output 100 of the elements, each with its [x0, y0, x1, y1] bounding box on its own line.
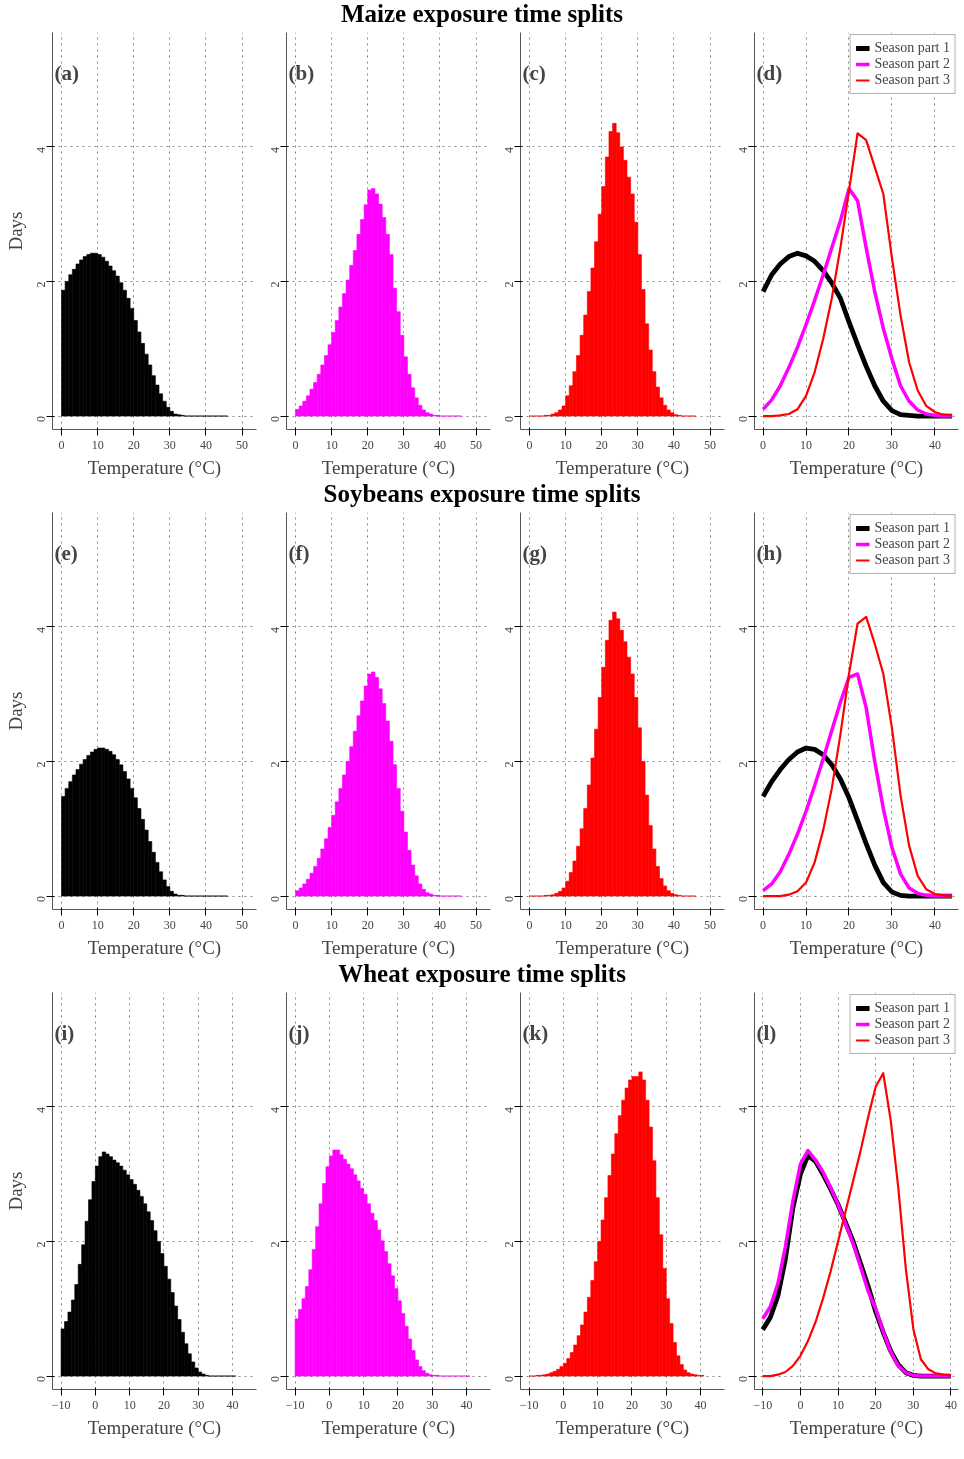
legend-label: Season part 2	[874, 536, 950, 552]
x-tick-label: −10	[285, 1397, 305, 1412]
x-tick-label: 40	[928, 437, 941, 452]
x-tick-label: 40	[199, 917, 212, 932]
x-tick-label: 30	[397, 917, 410, 932]
x-tick-label: 50	[704, 437, 717, 452]
y-tick-label: 0	[268, 896, 283, 903]
annotation: (a)	[54, 60, 79, 85]
y-tick-label: 0	[736, 896, 751, 903]
x-tick-label: 40	[199, 437, 212, 452]
y-tick-label: 4	[502, 146, 517, 153]
y-tick-label: 2	[502, 281, 517, 288]
x-tick-label: 0	[526, 437, 533, 452]
x-tick-label: 0	[292, 437, 299, 452]
x-tick-label: 20	[391, 1397, 404, 1412]
x-tick-label: 10	[357, 1397, 370, 1412]
x-tick-label: 20	[595, 917, 608, 932]
x-tick-label: 40	[928, 917, 941, 932]
x-tick-label: 10	[559, 917, 572, 932]
chart-title: Maize exposure time splits	[340, 0, 624, 28]
y-tick-label: 4	[34, 1106, 49, 1113]
x-tick-label: −10	[519, 1397, 539, 1412]
annotation: (d)	[756, 60, 783, 85]
x-tick-label: 30	[907, 1397, 920, 1412]
x-axis-title: Temperature (°C)	[555, 936, 690, 959]
x-axis-title: Temperature (°C)	[321, 1416, 456, 1439]
x-axis-title: Temperature (°C)	[555, 456, 690, 479]
x-tick-label: 10	[800, 437, 813, 452]
y-tick-label: 2	[268, 761, 283, 768]
annotation: (b)	[288, 60, 315, 85]
x-tick-label: 0	[797, 1397, 804, 1412]
y-tick-label: 0	[736, 416, 751, 423]
chart-title: Soybeans exposure time splits	[323, 480, 641, 508]
x-tick-label: 0	[92, 1397, 99, 1412]
annotation: (i)	[54, 1020, 75, 1045]
y-tick-label: 4	[34, 146, 49, 153]
x-tick-label: 20	[625, 1397, 638, 1412]
x-tick-label: 0	[760, 437, 767, 452]
x-axis-title: Temperature (°C)	[789, 936, 924, 959]
legend-label: Season part 3	[874, 1032, 950, 1048]
x-tick-label: 10	[123, 1397, 136, 1412]
y-tick-label: 4	[502, 626, 517, 633]
x-tick-label: 10	[832, 1397, 845, 1412]
legend-label: Season part 2	[874, 56, 950, 72]
legend-label: Season part 1	[874, 1000, 950, 1016]
x-tick-label: 30	[631, 437, 644, 452]
y-tick-label: 4	[736, 626, 751, 633]
x-tick-label: 0	[326, 1397, 333, 1412]
x-tick-label: 40	[944, 1397, 957, 1412]
x-tick-label: 40	[226, 1397, 239, 1412]
annotation: (k)	[522, 1020, 549, 1045]
legend-label: Season part 1	[874, 520, 950, 536]
x-tick-label: 20	[361, 917, 374, 932]
annotation: (f)	[288, 540, 310, 565]
y-tick-label: 0	[268, 416, 283, 423]
x-tick-label: 20	[842, 437, 855, 452]
y-tick-label: 4	[268, 146, 283, 153]
y-tick-label: 0	[34, 896, 49, 903]
annotation: (h)	[756, 540, 783, 565]
x-tick-label: 50	[236, 437, 249, 452]
annotation: (j)	[288, 1020, 310, 1045]
y-tick-label: 4	[268, 1106, 283, 1113]
x-tick-label: 10	[91, 437, 104, 452]
x-axis-title: Temperature (°C)	[321, 936, 456, 959]
y-tick-label: 2	[268, 281, 283, 288]
x-tick-label: 40	[667, 437, 680, 452]
x-tick-label: 20	[595, 437, 608, 452]
y-tick-label: 0	[736, 1376, 751, 1383]
x-axis-title: Temperature (°C)	[321, 456, 456, 479]
chart-title: Wheat exposure time splits	[338, 960, 626, 988]
x-tick-label: 0	[58, 437, 65, 452]
y-tick-label: 0	[502, 1376, 517, 1383]
legend-label: Season part 3	[874, 552, 950, 568]
x-tick-label: −10	[51, 1397, 71, 1412]
y-axis-title: Days	[4, 211, 26, 251]
x-axis-title: Temperature (°C)	[87, 456, 222, 479]
x-tick-label: 30	[163, 437, 176, 452]
x-tick-label: 10	[800, 917, 813, 932]
x-tick-label: 30	[397, 437, 410, 452]
x-tick-label: 0	[526, 917, 533, 932]
x-tick-label: 10	[591, 1397, 604, 1412]
legend-label: Season part 1	[874, 40, 950, 56]
y-tick-label: 4	[736, 1106, 751, 1113]
x-tick-label: 30	[660, 1397, 673, 1412]
x-axis-title: Temperature (°C)	[87, 1416, 222, 1439]
x-tick-label: 50	[470, 917, 483, 932]
x-axis-title: Temperature (°C)	[789, 1416, 924, 1439]
y-tick-label: 0	[502, 896, 517, 903]
y-tick-label: 2	[34, 1241, 49, 1248]
legend-label: Season part 3	[874, 72, 950, 88]
y-tick-label: 4	[736, 146, 751, 153]
y-tick-label: 0	[268, 1376, 283, 1383]
x-tick-label: 40	[433, 917, 446, 932]
y-tick-label: 2	[502, 1241, 517, 1248]
x-tick-label: 0	[560, 1397, 567, 1412]
x-axis-title: Temperature (°C)	[789, 456, 924, 479]
y-tick-label: 2	[268, 1241, 283, 1248]
y-tick-label: 0	[502, 416, 517, 423]
x-tick-label: 10	[91, 917, 104, 932]
annotation: (l)	[756, 1020, 777, 1045]
